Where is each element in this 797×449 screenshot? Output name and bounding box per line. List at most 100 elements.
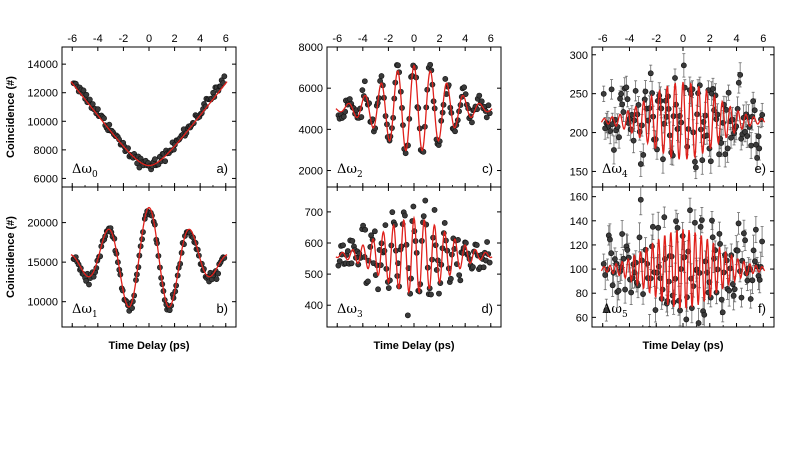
y-tick-label: 200 [570,128,588,140]
data-point [607,128,614,134]
data-point [734,247,741,254]
data-point [619,231,626,237]
delta-omega-subscript: 2 [357,170,363,180]
fit-line [70,81,228,167]
y-tick-label: 12000 [27,88,58,100]
x-tick-label: 2 [707,33,713,45]
data-point [630,137,637,144]
data-point [95,106,101,113]
panel-d: 400 500 600 700 d) Δω3 [305,186,502,328]
panel-label: e) [754,161,766,176]
delta-omega-subscript: 5 [622,310,628,320]
data-point [728,134,734,141]
data-point [701,311,708,318]
y-tick-label: 500 [305,269,323,281]
data-point [726,287,733,294]
data-point [620,255,627,262]
data-point [755,133,762,140]
data-point [378,73,385,79]
data-point [483,114,490,121]
fit-line [70,206,228,308]
data-point [602,272,609,278]
data-point [707,158,714,165]
data-point [221,255,228,261]
data-point [735,220,742,227]
data-point [730,292,737,299]
fit-line [335,64,493,152]
data-point [725,89,732,96]
panel-label: c) [482,161,493,176]
x-tick-label: -4 [93,33,103,45]
data-point [759,238,765,245]
data-point [365,278,371,285]
x-tick-label: 6 [223,33,229,45]
data-point [389,209,396,216]
data-point [404,312,411,319]
data-point [382,222,389,229]
data-point [441,220,448,226]
x-tick-label: 6 [488,33,494,45]
data-point [742,237,748,244]
data-point [80,87,87,94]
data-point [617,95,623,102]
data-point [722,151,729,158]
x-axis-title: Time Delay (ps) [373,340,454,352]
delta-omega-subscript: 4 [622,170,628,180]
data-point [652,307,659,313]
x-axis-title: Time Delay (ps) [108,340,189,352]
data-point [385,285,392,291]
data-point [635,101,642,108]
y-tick-label: 60 [576,312,588,324]
data-point [649,223,656,230]
panel-label: a) [216,161,228,176]
data-point [456,272,463,278]
data-point [649,90,656,96]
data-point [402,212,408,219]
data-point [480,264,487,271]
data-point [624,246,631,253]
data-point [486,259,493,266]
data-point [759,111,766,118]
data-point [457,277,464,284]
data-point [623,84,630,91]
y-tick-label: 20000 [27,218,58,230]
data-point [609,282,616,289]
y-tick-label: 2000 [299,166,323,178]
data-point [702,258,709,265]
data-point [687,207,693,214]
data-point [661,214,668,221]
data-point [744,277,751,284]
y-tick-label: 700 [305,207,323,219]
data-point [738,294,745,301]
x-tick-label: -2 [384,33,394,45]
data-point [640,151,647,158]
data-point [375,286,381,293]
x-tick-label: -2 [651,33,661,45]
data-point [646,105,653,112]
delta-omega-subscript: 1 [92,310,98,320]
data-point [359,87,366,94]
data-point [410,203,417,210]
data-point [628,289,635,296]
y-tick-label: 15000 [27,257,58,269]
data-point [422,197,429,204]
data-point [680,26,685,31]
data-point [371,228,378,235]
data-point [484,239,490,245]
y-tick-label: 140 [570,216,588,228]
data-point [622,286,628,293]
data-point [640,291,646,297]
data-point [478,98,485,105]
y-tick-label: 120 [570,240,588,252]
x-tick-label: -6 [598,33,608,45]
fit-line [335,215,493,295]
data-point [748,142,755,149]
y-tick-label: 80 [576,288,588,300]
y-tick-label: 100 [570,264,588,276]
fit-line [600,81,766,160]
data-point [358,114,365,120]
data-point [361,78,368,85]
data-point [637,196,644,203]
data-point [674,224,681,231]
